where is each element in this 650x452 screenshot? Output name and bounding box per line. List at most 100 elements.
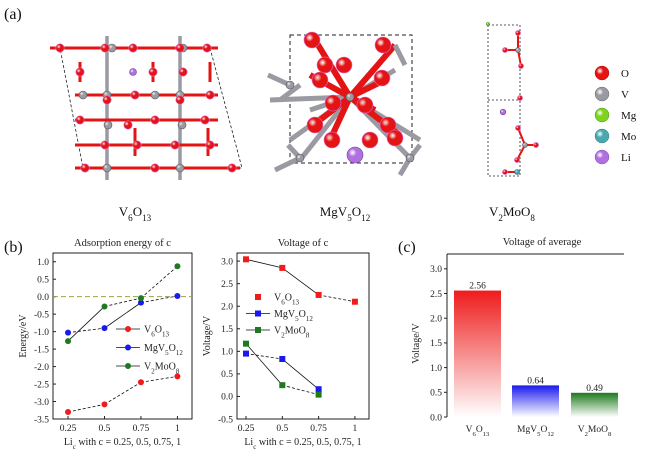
y-tick-label: 1.0 <box>37 258 49 268</box>
v6o13-structure-image <box>50 36 243 180</box>
y-tick-label: 2.0 <box>430 315 442 325</box>
data-point-v6o13-0.5 <box>279 264 286 271</box>
atom-o <box>100 43 110 53</box>
bond <box>347 43 398 99</box>
bar-value-label: 0.49 <box>586 384 603 394</box>
mgv5o12-structure-image <box>266 31 422 177</box>
legend-mo-sphere-icon <box>594 128 610 144</box>
atom-v <box>295 153 305 163</box>
atom-o <box>55 43 65 53</box>
series-line-segment <box>245 343 283 386</box>
data-point-v2moo8-0.75 <box>315 391 322 398</box>
atom-o <box>205 140 215 150</box>
average-voltage-bar-chart: Voltage of average Voltage/V 0.0 0.5 1.0 1.5 2… <box>411 237 624 438</box>
plot-frame <box>236 252 370 420</box>
y-tick-label: 1.0 <box>430 364 442 374</box>
y-tick-label: 1.5 <box>430 339 442 349</box>
bar-v6o13 <box>454 290 501 417</box>
plot-frame <box>52 252 193 420</box>
y-tick-label: -1.0 <box>34 328 49 338</box>
panel-label-a: (a) <box>4 6 22 23</box>
category-label: V2MoO8 <box>578 425 612 438</box>
atom-o <box>80 163 90 173</box>
x-tick-label: 1 <box>175 424 180 434</box>
legend-label-v6o13: V6O13 <box>144 325 169 339</box>
unit-cell <box>487 24 521 177</box>
series-line-segment <box>318 294 355 303</box>
atom-v <box>522 142 528 148</box>
y-tick-label: -0.5 <box>218 415 233 425</box>
legend-marker-icon <box>125 326 131 332</box>
bond <box>298 95 352 162</box>
data-point-v6o13-0.75 <box>137 379 144 386</box>
unit-cell <box>59 47 243 169</box>
data-point-mgv5o12-0.25 <box>65 329 72 336</box>
atom-o <box>356 96 374 114</box>
x-axis-label: Lic with c = 0.25, 0.5, 0.75, 1 <box>244 437 361 451</box>
y-tick-label: -0.5 <box>34 310 49 320</box>
atom-v <box>515 47 521 53</box>
legend-label-v2moo8: V2MoO8 <box>274 326 310 340</box>
category-label: MgV5O12 <box>517 425 554 438</box>
legend-label-mgv5o12: MgV5O12 <box>144 343 183 357</box>
atom-v <box>345 92 355 102</box>
series-line-segment <box>140 375 178 383</box>
series-line-segment <box>140 295 178 304</box>
legend-label-v2moo8: V2MoO8 <box>144 362 180 376</box>
series-line-segment <box>67 327 105 334</box>
data-point-mgv5o12-0.5 <box>279 356 286 363</box>
data-point-v6o13-0.25 <box>65 409 72 416</box>
legend-marker-icon <box>125 344 131 351</box>
atom-o <box>517 95 523 101</box>
series-line-segment <box>104 302 142 329</box>
atom-o <box>515 125 521 131</box>
atom-o <box>75 67 85 77</box>
data-point-v2moo8-0.25 <box>65 338 72 345</box>
atom-o <box>227 163 237 173</box>
element-legend: OV Mg Mo Li <box>594 65 637 165</box>
data-point-mgv5o12-0.75 <box>137 299 144 306</box>
legend-mg-sphere-icon <box>594 107 610 123</box>
y-tick-label: 2.5 <box>221 280 233 290</box>
y-tick-label: 1.0 <box>221 348 233 358</box>
atom-mg <box>486 22 490 26</box>
legend-v-label: V <box>621 89 629 101</box>
y-tick-label: 2.0 <box>221 303 233 313</box>
atom-o <box>379 116 397 134</box>
y-tick-label: -3.0 <box>34 398 49 408</box>
data-point-v2moo8-0.25 <box>243 340 250 347</box>
atom-o <box>373 69 391 87</box>
data-point-v6o13-0.75 <box>315 291 322 298</box>
series-line-segment <box>282 384 319 396</box>
data-point-v6o13-1 <box>351 298 358 305</box>
atom-o <box>374 36 392 54</box>
y-tick-label: -2.5 <box>34 380 49 390</box>
category-label: V6O13 <box>466 425 490 438</box>
y-tick-label: -3.5 <box>34 415 49 425</box>
atom-o <box>128 43 138 53</box>
atom-o <box>200 115 210 125</box>
atom-o <box>150 115 160 125</box>
atom-li <box>129 68 137 76</box>
atom-o <box>100 140 110 150</box>
atom-o <box>515 30 521 36</box>
atom-o <box>316 56 334 74</box>
x-tick-label: 0.5 <box>99 424 111 434</box>
atom-o <box>324 94 342 112</box>
atom-o <box>303 31 321 49</box>
series-line-segment <box>104 297 142 307</box>
atom-o <box>132 140 142 150</box>
data-point-v6o13-0.5 <box>101 401 108 408</box>
atom-o <box>335 56 353 74</box>
data-point-mgv5o12-0.25 <box>243 350 250 357</box>
y-tick-label: 0.5 <box>430 389 442 399</box>
legend-o-sphere-icon <box>594 65 610 81</box>
voltage-chart: Voltage of c Lic with c = 0.25, 0.5, 0.75… <box>202 238 370 451</box>
bond <box>273 155 302 173</box>
chart-title: Adsorption energy of c <box>74 238 171 249</box>
y-tick-label: 3.0 <box>221 257 233 267</box>
atom-o <box>202 43 212 53</box>
series-line-segment <box>245 353 283 360</box>
atom-o <box>75 115 85 125</box>
x-tick-label: 1 <box>353 424 358 434</box>
